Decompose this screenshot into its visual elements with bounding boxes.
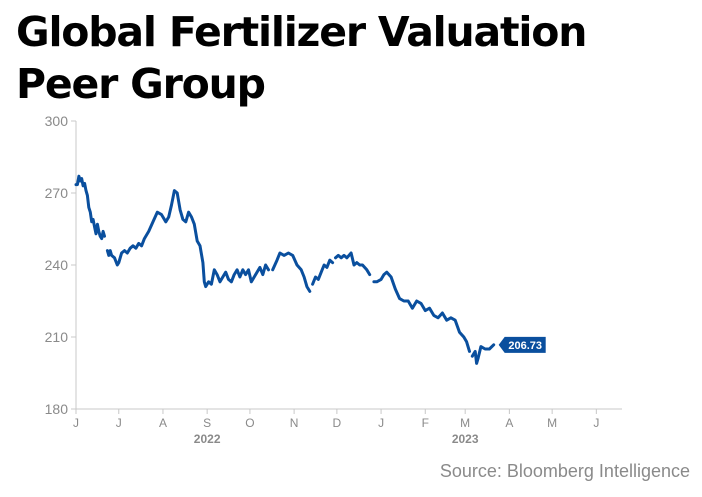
x-tick-label: M	[460, 416, 470, 430]
y-tick-label: 180	[45, 401, 69, 417]
axes	[71, 120, 622, 414]
source-note: Source: Bloomberg Intelligence	[439, 461, 690, 481]
x-tick-label: F	[422, 416, 429, 430]
x-tick-label: J	[378, 416, 384, 430]
year-label: 2022	[194, 432, 221, 446]
series-line-segment-1	[105, 189, 270, 289]
x-tick-label: M	[547, 416, 557, 430]
x-tick-label: S	[203, 416, 211, 430]
series-line-segment-3	[311, 258, 335, 286]
chart-title: Global Fertilizer Valuation Peer Group	[16, 8, 587, 108]
tick-labels: 300 270 240 210 180 J J A S O N D J F M A M J 2022 2023 206.…	[45, 113, 600, 446]
x-tick-label: N	[290, 416, 299, 430]
last-value-label: 206.73	[508, 340, 542, 352]
x-tick-label: D	[333, 416, 342, 430]
x-tick-label: A	[159, 416, 167, 430]
x-tick-label: J	[73, 416, 79, 430]
x-tick-label: A	[505, 416, 513, 430]
y-tick-label: 270	[45, 185, 69, 201]
year-label: 2023	[452, 432, 479, 446]
series-group	[74, 174, 496, 365]
x-tick-label: J	[593, 416, 599, 430]
series-line-segment-6	[470, 343, 496, 365]
series-line-segment-5	[372, 270, 471, 353]
series-line-segment-2	[271, 251, 312, 293]
series-line-segment-0	[74, 174, 106, 241]
x-tick-label: O	[245, 416, 254, 430]
y-tick-label: 300	[45, 113, 69, 129]
y-tick-label: 240	[45, 257, 69, 273]
x-tick-label: J	[116, 416, 122, 430]
last-value-badge	[498, 336, 546, 353]
y-tick-label: 210	[45, 329, 69, 345]
series-line-segment-4	[334, 251, 372, 277]
